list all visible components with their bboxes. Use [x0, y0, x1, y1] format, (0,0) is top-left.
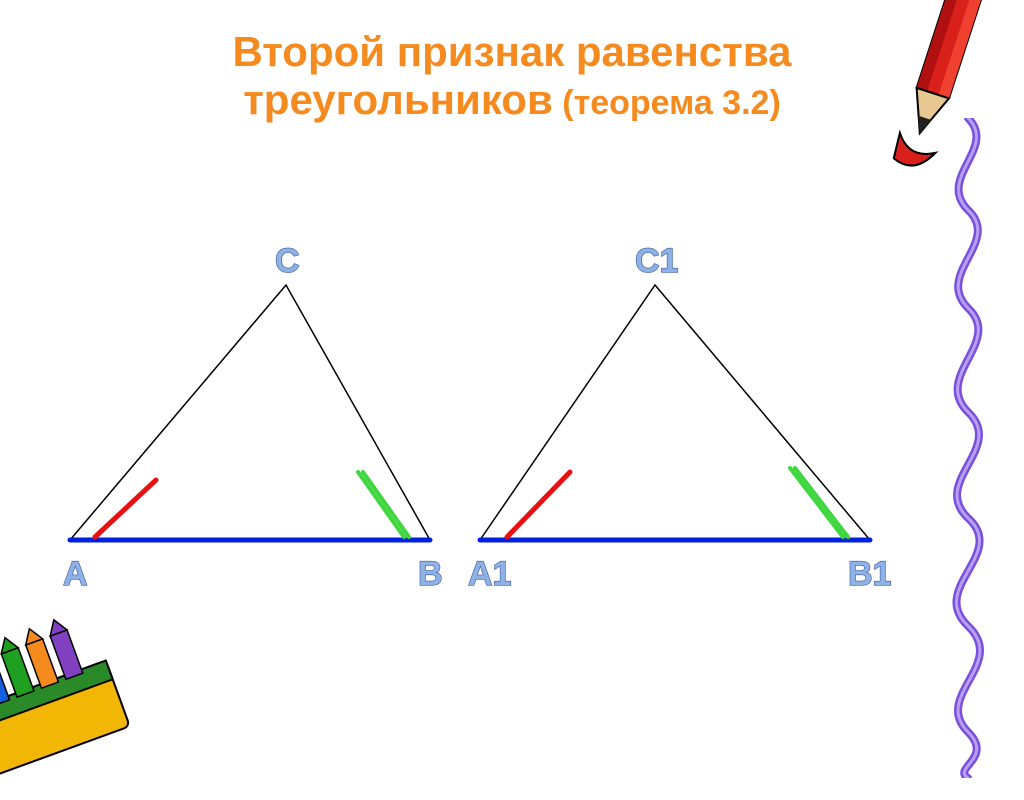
vertex-label-left: A: [63, 555, 88, 593]
squiggle-icon: [928, 118, 1018, 778]
angle-mark-b: [790, 468, 843, 537]
vertex-label-right: B: [418, 555, 443, 593]
angle-mark-a: [95, 480, 156, 537]
crayon-box-icon: [0, 600, 180, 800]
vertex-label-left: A1: [468, 555, 511, 593]
triangles-diagram: C A B C1 A1 B1: [0, 110, 1024, 670]
angle-mark-b: [363, 472, 409, 537]
angle-mark-b: [795, 468, 848, 537]
triangle-outline: [70, 285, 430, 540]
angle-mark-a: [507, 472, 570, 537]
vertex-label-right: B1: [848, 555, 891, 593]
vertex-label-top: C1: [635, 242, 678, 280]
vertex-label-top: C: [275, 242, 300, 280]
